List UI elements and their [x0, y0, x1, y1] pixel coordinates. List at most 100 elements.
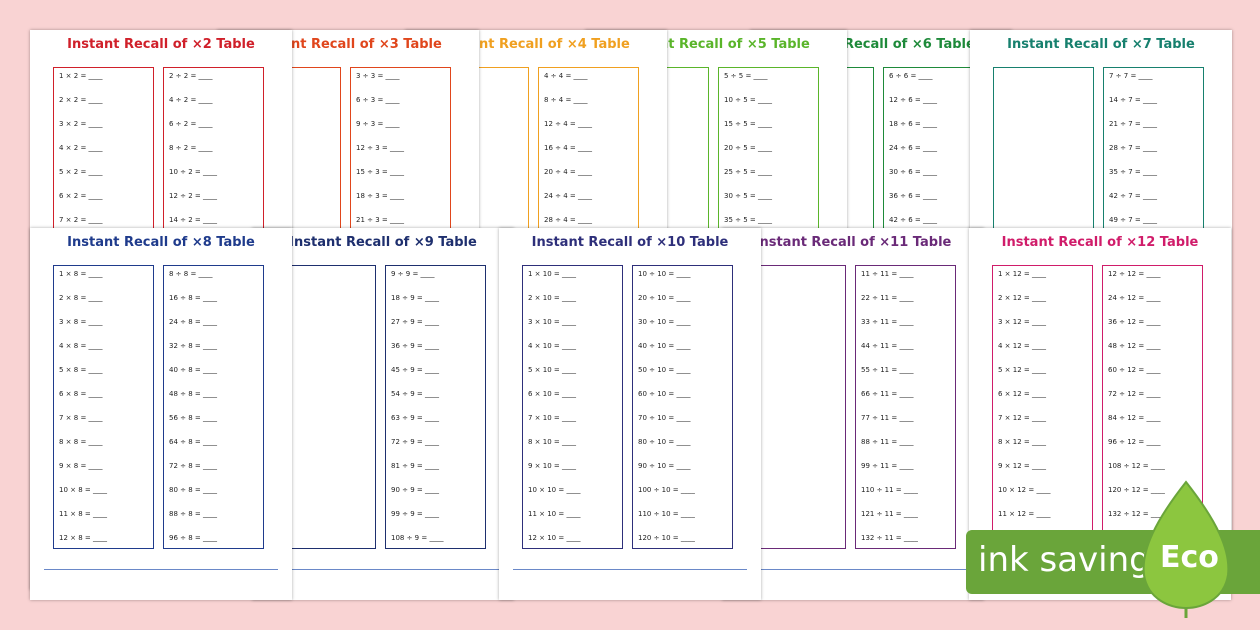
worksheet: Instant Recall of ×8 Table 1 × 8 = ____ 2 … — [30, 228, 292, 600]
equation: 60 ÷ 12 = ____ — [1108, 366, 1161, 374]
equation: 35 ÷ 7 = ____ — [1109, 168, 1157, 176]
equation: 50 ÷ 10 = ____ — [638, 366, 691, 374]
equation: 10 ÷ 2 = ____ — [169, 168, 217, 176]
sheet-title: Instant Recall of ×3 Table — [254, 37, 442, 52]
equation: 5 × 12 = ____ — [998, 366, 1046, 374]
equation: 2 × 8 = ____ — [59, 294, 103, 302]
equation: 14 ÷ 2 = ____ — [169, 216, 217, 224]
equation: 3 × 10 = ____ — [528, 318, 576, 326]
equation: 132 ÷ 11 = ____ — [861, 534, 918, 542]
equation: 12 ÷ 12 = ____ — [1108, 270, 1161, 278]
equation: 9 × 8 = ____ — [59, 462, 103, 470]
equation: 36 ÷ 9 = ____ — [391, 342, 439, 350]
equation: 99 ÷ 9 = ____ — [391, 510, 439, 518]
equation: 77 ÷ 11 = ____ — [861, 414, 914, 422]
equation: 1 × 12 = ____ — [998, 270, 1046, 278]
equation: 80 ÷ 10 = ____ — [638, 438, 691, 446]
equation: 8 × 8 = ____ — [59, 438, 103, 446]
equation: 3 × 12 = ____ — [998, 318, 1046, 326]
equation: 96 ÷ 12 = ____ — [1108, 438, 1161, 446]
equation: 5 × 8 = ____ — [59, 366, 103, 374]
worksheet: Instant Recall of ×10 Table 1 × 10 = ____… — [499, 228, 761, 600]
equation: 7 × 12 = ____ — [998, 414, 1046, 422]
equation: 42 ÷ 7 = ____ — [1109, 192, 1157, 200]
equation: 8 ÷ 4 = ____ — [544, 96, 588, 104]
equation: 10 ÷ 5 = ____ — [724, 96, 772, 104]
equation: 90 ÷ 9 = ____ — [391, 486, 439, 494]
equation: 108 ÷ 9 = ____ — [391, 534, 444, 542]
equation: 28 ÷ 4 = ____ — [544, 216, 592, 224]
equation: 11 × 10 = ____ — [528, 510, 581, 518]
equation: 12 ÷ 3 = ____ — [356, 144, 404, 152]
footer-line — [44, 569, 278, 570]
equation: 84 ÷ 12 = ____ — [1108, 414, 1161, 422]
equation: 48 ÷ 8 = ____ — [169, 390, 217, 398]
equation: 66 ÷ 11 = ____ — [861, 390, 914, 398]
equation: 16 ÷ 8 = ____ — [169, 294, 217, 302]
equation: 108 ÷ 12 = ____ — [1108, 462, 1165, 470]
answer-box: 10 ÷ 10 = ____ 20 ÷ 10 = ____ 30 ÷ 10 = __… — [632, 265, 733, 549]
equation: 56 ÷ 8 = ____ — [169, 414, 217, 422]
equation: 72 ÷ 9 = ____ — [391, 438, 439, 446]
equation: 22 ÷ 11 = ____ — [861, 294, 914, 302]
equation: 2 ÷ 2 = ____ — [169, 72, 213, 80]
equation: 132 ÷ 12 = ____ — [1108, 510, 1165, 518]
equation: 3 ÷ 3 = ____ — [356, 72, 400, 80]
sheet-title: Instant Recall of ×11 Table — [754, 235, 952, 250]
equation: 4 ÷ 2 = ____ — [169, 96, 213, 104]
equation: 100 ÷ 10 = ____ — [638, 486, 695, 494]
equation: 24 ÷ 8 = ____ — [169, 318, 217, 326]
equation: 16 ÷ 4 = ____ — [544, 144, 592, 152]
equation: 6 ÷ 3 = ____ — [356, 96, 400, 104]
equation: 24 ÷ 12 = ____ — [1108, 294, 1161, 302]
equation: 24 ÷ 4 = ____ — [544, 192, 592, 200]
equation: 60 ÷ 10 = ____ — [638, 390, 691, 398]
equation: 6 × 10 = ____ — [528, 390, 576, 398]
equation: 7 × 2 = ____ — [59, 216, 103, 224]
equation: 9 ÷ 3 = ____ — [356, 120, 400, 128]
equation: 14 ÷ 7 = ____ — [1109, 96, 1157, 104]
equation: 5 × 10 = ____ — [528, 366, 576, 374]
equation: 72 ÷ 8 = ____ — [169, 462, 217, 470]
sheet-title: Instant Recall of ×4 Table — [442, 37, 630, 52]
equation: 42 ÷ 6 = ____ — [889, 216, 937, 224]
equation: 8 × 12 = ____ — [998, 438, 1046, 446]
equation: 110 ÷ 11 = ____ — [861, 486, 918, 494]
equation: 35 ÷ 5 = ____ — [724, 216, 772, 224]
answer-box: 11 ÷ 11 = ____ 22 ÷ 11 = ____ 33 ÷ 11 = __… — [855, 265, 956, 549]
equation: 72 ÷ 12 = ____ — [1108, 390, 1161, 398]
equation: 6 × 2 = ____ — [59, 192, 103, 200]
footer-line — [513, 569, 747, 570]
footer-line — [266, 569, 500, 570]
equation: 88 ÷ 8 = ____ — [169, 510, 217, 518]
sheet-title: Instant Recall of ×8 Table — [67, 235, 255, 250]
sheet-title: Instant Recall of ×10 Table — [531, 235, 729, 250]
equation: 5 ÷ 5 = ____ — [724, 72, 768, 80]
equation: 2 × 10 = ____ — [528, 294, 576, 302]
equation: 12 ÷ 6 = ____ — [889, 96, 937, 104]
equation: 12 ÷ 4 = ____ — [544, 120, 592, 128]
equation: 121 ÷ 11 = ____ — [861, 510, 918, 518]
equation: 9 ÷ 9 = ____ — [391, 270, 435, 278]
equation: 45 ÷ 9 = ____ — [391, 366, 439, 374]
equation: 70 ÷ 10 = ____ — [638, 414, 691, 422]
equation: 30 ÷ 10 = ____ — [638, 318, 691, 326]
equation: 2 × 2 = ____ — [59, 96, 103, 104]
equation: 40 ÷ 8 = ____ — [169, 366, 217, 374]
equation: 63 ÷ 9 = ____ — [391, 414, 439, 422]
equation: 81 ÷ 9 = ____ — [391, 462, 439, 470]
equation: 9 × 12 = ____ — [998, 462, 1046, 470]
equation: 12 × 10 = ____ — [528, 534, 581, 542]
equation: 21 ÷ 3 = ____ — [356, 216, 404, 224]
equation: 7 ÷ 7 = ____ — [1109, 72, 1153, 80]
equation: 32 ÷ 8 = ____ — [169, 342, 217, 350]
equation: 3 × 8 = ____ — [59, 318, 103, 326]
answer-box: 1 × 12 = ____ 2 × 12 = ____ 3 × 12 = ____ 4… — [992, 265, 1093, 549]
equation: 120 ÷ 10 = ____ — [638, 534, 695, 542]
equation: 36 ÷ 12 = ____ — [1108, 318, 1161, 326]
equation: 4 × 8 = ____ — [59, 342, 103, 350]
equation: 8 × 10 = ____ — [528, 438, 576, 446]
equation: 80 ÷ 8 = ____ — [169, 486, 217, 494]
equation: 11 × 8 = ____ — [59, 510, 107, 518]
